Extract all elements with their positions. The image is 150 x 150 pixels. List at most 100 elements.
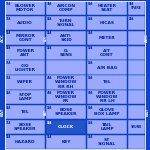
Bar: [128, 16, 145, 30]
Text: AUDIO: AUDIO: [17, 21, 33, 25]
Text: 10A: 10A: [88, 46, 93, 50]
Text: 15A: 15A: [6, 61, 11, 65]
Text: 10A: 10A: [6, 32, 11, 36]
Text: 10A: 10A: [6, 46, 11, 50]
Text: CLOCK: CLOCK: [58, 125, 74, 129]
Text: ANTI
SKID: ANTI SKID: [60, 34, 72, 42]
Bar: [87, 90, 127, 105]
Text: AIRCON
COMP: AIRCON COMP: [57, 4, 76, 12]
Bar: [128, 31, 145, 45]
Text: HEATER
SEAT: HEATER SEAT: [98, 4, 116, 12]
Bar: [87, 16, 127, 30]
Text: A/T
CONT: A/T CONT: [100, 49, 114, 57]
Text: 10A: 10A: [88, 106, 93, 110]
Text: 10A: 10A: [47, 120, 52, 124]
Bar: [46, 105, 86, 119]
Text: METER: METER: [99, 36, 115, 40]
Text: BAT: BAT: [146, 108, 149, 116]
Text: 40A: 40A: [47, 91, 52, 95]
Bar: [5, 1, 45, 15]
Text: WIPER: WIPER: [17, 80, 33, 84]
Text: 10A: 10A: [47, 17, 52, 21]
Bar: [128, 90, 145, 105]
Bar: [87, 31, 127, 45]
Text: 15A: 15A: [6, 120, 11, 124]
Text: 10A: 10A: [6, 106, 11, 110]
Text: 15A: 15A: [6, 17, 11, 21]
Bar: [5, 31, 45, 45]
Text: 10A: 10A: [47, 106, 52, 110]
Bar: [128, 120, 145, 134]
Text: ST
SIGNAL: ST SIGNAL: [98, 138, 116, 146]
Bar: [46, 135, 86, 149]
Text: 10A: 10A: [88, 135, 93, 139]
Text: 30A: 30A: [129, 2, 134, 6]
Bar: [5, 16, 45, 30]
Text: TURN
SIGNAL: TURN SIGNAL: [57, 19, 75, 27]
Bar: [5, 45, 45, 60]
Bar: [46, 75, 86, 90]
Text: 10A: 10A: [88, 17, 93, 21]
Bar: [128, 105, 145, 119]
Text: 40A: 40A: [88, 91, 93, 95]
Bar: [128, 45, 145, 60]
Text: CIG
LIGHTER: CIG LIGHTER: [15, 63, 36, 72]
Text: ACC: ACC: [1, 34, 4, 42]
Text: HAZARD: HAZARD: [15, 140, 36, 144]
Bar: [5, 120, 45, 134]
Bar: [46, 31, 86, 45]
Text: 10A: 10A: [88, 61, 93, 65]
Text: ACC: ACC: [44, 35, 48, 41]
Text: STOP
LAMP: STOP LAMP: [18, 93, 32, 101]
Bar: [46, 45, 86, 60]
Text: TAIL
LAMP: TAIL LAMP: [100, 123, 114, 131]
Text: POWER
WINDOW
FR: POWER WINDOW FR: [55, 91, 77, 103]
Text: HICAS: HICAS: [99, 21, 115, 25]
Bar: [87, 45, 127, 60]
Text: 15A: 15A: [6, 2, 11, 6]
Text: 10A: 10A: [88, 76, 93, 80]
Bar: [87, 105, 127, 119]
Text: BAT: BAT: [1, 108, 4, 116]
Text: POWER
WINDOW
RR RH: POWER WINDOW RR RH: [55, 76, 77, 88]
Text: 10A: 10A: [88, 2, 93, 6]
Bar: [46, 120, 86, 134]
Text: TEL: TEL: [21, 110, 30, 114]
Text: 10A: 10A: [47, 46, 52, 50]
Text: 40A: 40A: [47, 76, 52, 80]
Bar: [87, 1, 127, 15]
Text: BLOWER
MOTOR: BLOWER MOTOR: [15, 4, 36, 12]
Bar: [5, 75, 45, 90]
Text: 10A: 10A: [88, 32, 93, 36]
Text: 10A: 10A: [47, 135, 52, 139]
Bar: [46, 16, 86, 30]
Text: POWER
ANT: POWER ANT: [16, 49, 34, 57]
Bar: [5, 90, 45, 105]
Bar: [5, 60, 45, 75]
Text: BOSE
SPEAKER: BOSE SPEAKER: [14, 123, 36, 131]
Text: TEL: TEL: [103, 80, 111, 84]
Bar: [5, 105, 45, 119]
Bar: [46, 60, 86, 75]
Text: GLOVE
BOX LAMP: GLOVE BOX LAMP: [94, 108, 120, 116]
Bar: [46, 90, 86, 105]
Bar: [128, 75, 145, 90]
Bar: [87, 60, 127, 75]
Text: 10A: 10A: [47, 32, 52, 36]
Text: BOSE
SPEAKER: BOSE SPEAKER: [55, 108, 77, 116]
Bar: [128, 1, 145, 15]
Bar: [87, 135, 127, 149]
Text: 15A: 15A: [6, 76, 11, 80]
Text: 30A: 30A: [47, 2, 52, 6]
Bar: [87, 120, 127, 134]
Text: 10A: 10A: [6, 91, 11, 95]
Text: AIR BAG: AIR BAG: [97, 66, 117, 70]
Text: KEY: KEY: [61, 140, 71, 144]
Text: 20A: 20A: [129, 17, 134, 21]
Bar: [128, 60, 145, 75]
Text: POWER
WINDOW
RR LH: POWER WINDOW RR LH: [96, 91, 118, 103]
Text: TRUNK: TRUNK: [131, 125, 142, 129]
Bar: [5, 135, 45, 149]
Bar: [46, 1, 86, 15]
Bar: [87, 75, 127, 90]
